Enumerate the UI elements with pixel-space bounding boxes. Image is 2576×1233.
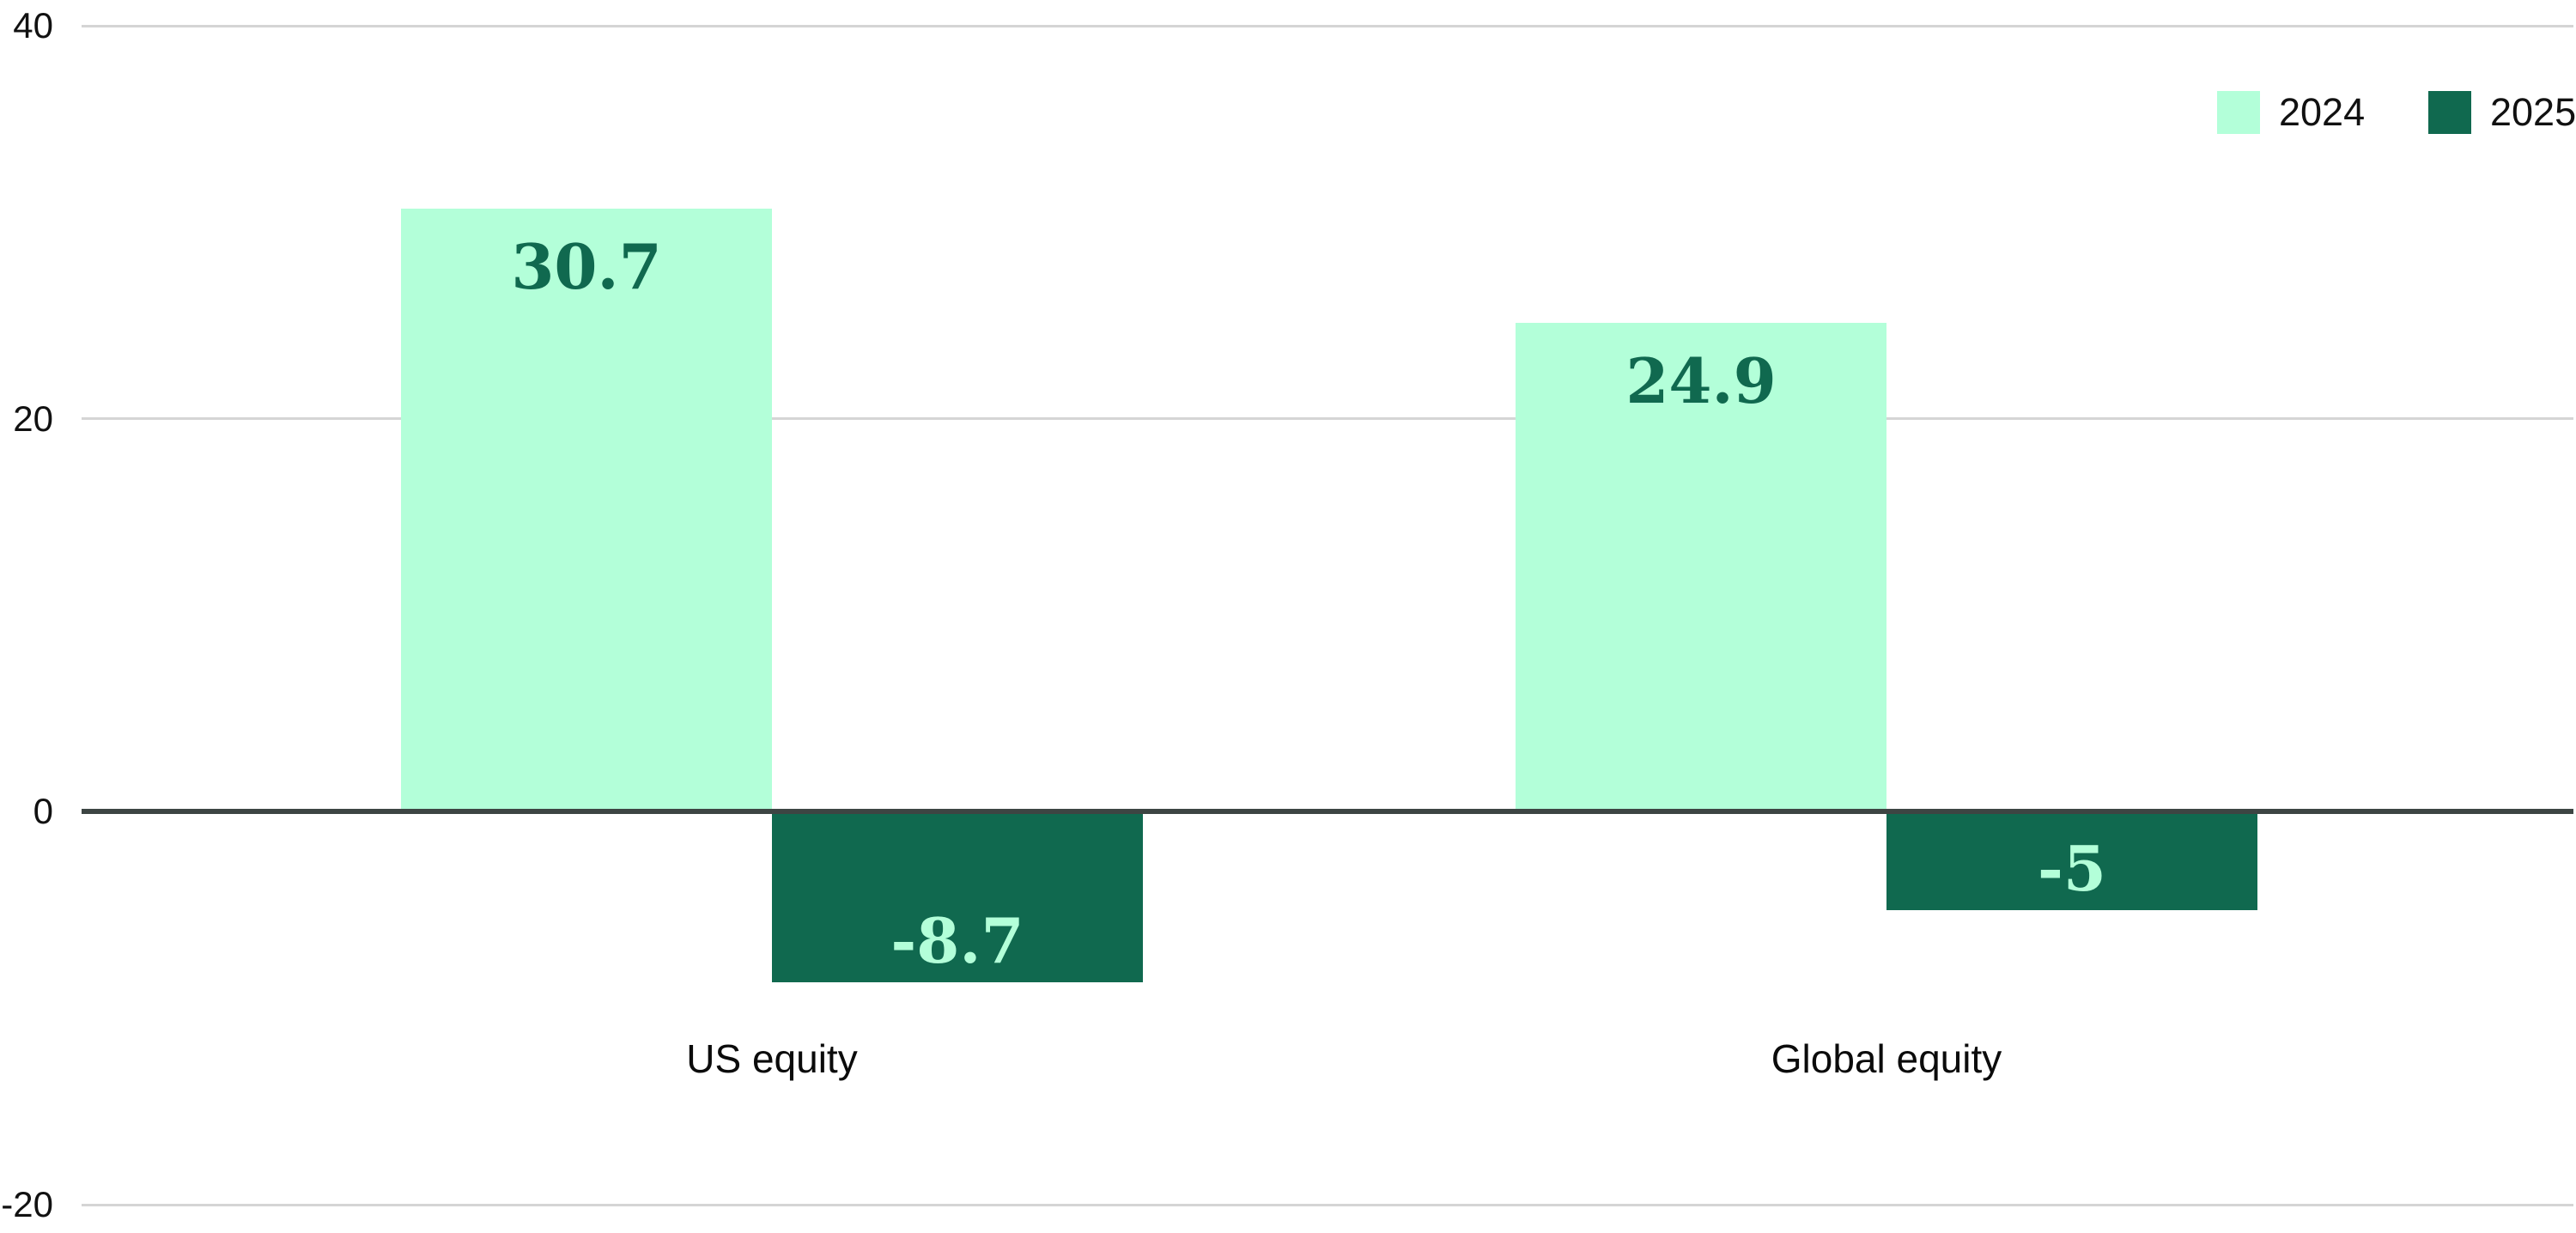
legend-item-2025: 2025 xyxy=(2428,91,2576,134)
ytick-label--20: -20 xyxy=(1,1184,53,1224)
legend-swatch-2025 xyxy=(2428,91,2471,134)
bar-value-label: -5 xyxy=(2038,831,2106,905)
category-label-global-equity: Global equity xyxy=(1771,1036,2002,1081)
legend-label-2025: 2025 xyxy=(2490,90,2576,134)
ytick-label-20: 20 xyxy=(13,398,53,439)
bar-value-label: 24.9 xyxy=(1625,343,1777,417)
bar-value-label: 30.7 xyxy=(511,229,662,303)
zero-axis-line xyxy=(82,809,2573,815)
gridline-y--20 xyxy=(82,1203,2573,1206)
bar-2024-global-equity: 24.9 xyxy=(1516,322,1886,812)
bar-2024-us-equity: 30.7 xyxy=(401,208,772,812)
legend-item-2024: 2024 xyxy=(2217,91,2365,134)
bar-2025-global-equity: -5 xyxy=(1886,811,2257,910)
legend-swatch-2024 xyxy=(2217,91,2260,134)
ytick-label-40: 40 xyxy=(13,5,53,46)
gridline-y-20 xyxy=(82,417,2573,421)
bar-2025-us-equity: -8.7 xyxy=(772,811,1143,983)
legend-label-2024: 2024 xyxy=(2279,90,2366,134)
ytick-label-0: 0 xyxy=(33,791,53,832)
bar-value-label: -8.7 xyxy=(890,904,1024,978)
gridline-y-40 xyxy=(82,24,2573,27)
category-label-us-equity: US equity xyxy=(686,1036,858,1081)
